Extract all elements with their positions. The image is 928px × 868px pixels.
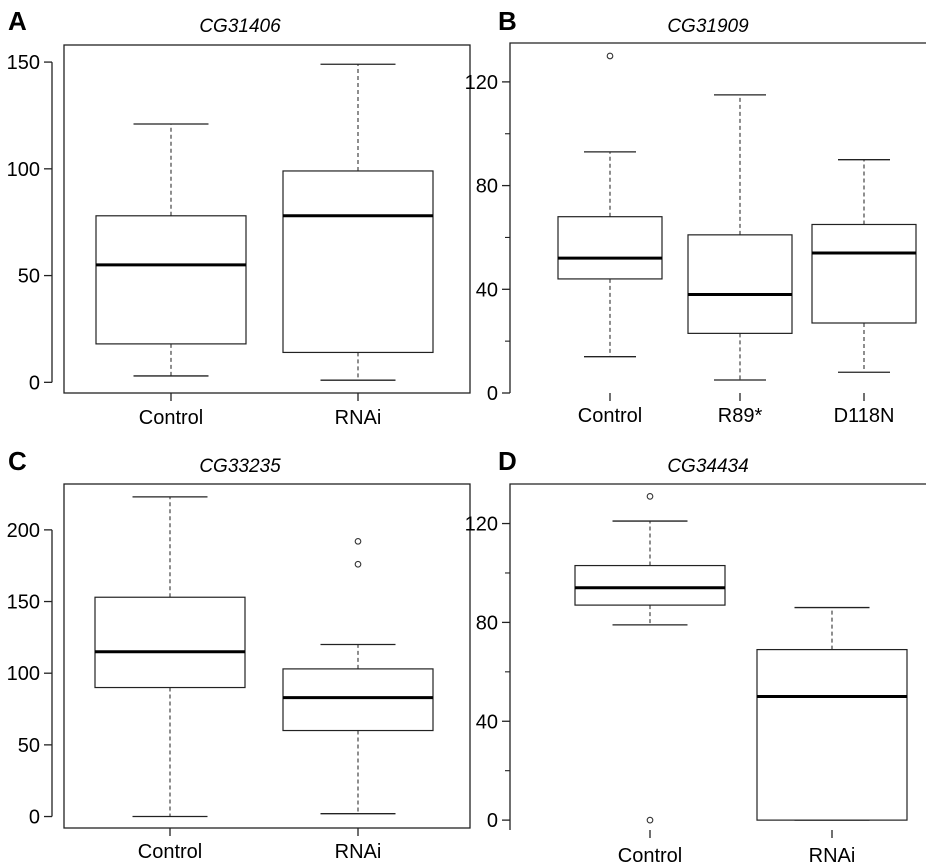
x-category-label: D118N xyxy=(834,405,895,427)
outlier-point xyxy=(354,560,362,568)
iqr-box xyxy=(756,648,908,821)
y-tick-label: 150 xyxy=(7,52,40,74)
x-category-label: RNAi xyxy=(335,407,382,429)
x-category-label: Control xyxy=(139,407,203,429)
x-category-label: RNAi xyxy=(335,841,382,863)
panel-letter: C xyxy=(8,446,27,476)
x-category-label: Control xyxy=(138,841,202,863)
box-control xyxy=(557,52,663,358)
plot-frame xyxy=(509,483,926,830)
plot-frame xyxy=(63,483,471,829)
chart-panel-c: C CG33235 0 50 100 150 200 Control RNAi xyxy=(7,446,471,863)
outlier-point xyxy=(606,52,614,60)
box-d118n xyxy=(811,159,917,373)
panel-title: CG31909 xyxy=(667,16,749,37)
y-tick-label: 120 xyxy=(465,72,498,94)
y-tick-label: 0 xyxy=(487,383,498,405)
y-tick-label: 40 xyxy=(476,711,498,733)
panel-letter: D xyxy=(498,446,517,476)
y-tick-label: 120 xyxy=(465,514,498,536)
iqr-box xyxy=(557,216,663,280)
y-tick-label: 100 xyxy=(7,663,40,685)
panel-title: CG31406 xyxy=(199,16,281,37)
y-tick-label: 80 xyxy=(476,176,498,198)
y-tick-label: 200 xyxy=(7,520,40,542)
box-rnai xyxy=(756,606,908,821)
y-tick-label: 0 xyxy=(487,810,498,832)
outlier-point xyxy=(646,493,654,500)
plot-frame xyxy=(63,44,471,394)
y-tick-label: 80 xyxy=(476,612,498,634)
box-control xyxy=(95,123,247,377)
box-control xyxy=(94,496,246,818)
panel-letter: A xyxy=(8,6,27,36)
panel-letter: B xyxy=(498,6,517,36)
plot-frame xyxy=(509,42,926,393)
iqr-box xyxy=(811,223,917,324)
chart-panel-a: A CG31406 0 50 100 150 Control RNAi xyxy=(7,6,471,429)
iqr-box xyxy=(574,564,726,606)
panel-title: CG33235 xyxy=(199,456,281,477)
x-category-label: Control xyxy=(578,405,642,427)
chart-panel-d: D CG34434 0 40 80 120 Control RNAi xyxy=(465,446,926,867)
iqr-box xyxy=(282,170,434,354)
iqr-box xyxy=(282,668,434,732)
chart-panel-b: B CG31909 0 40 80 120 Control R89* D118N xyxy=(465,6,926,427)
box-control xyxy=(574,493,726,824)
x-category-label: Control xyxy=(618,845,682,867)
panel-title: CG34434 xyxy=(667,456,748,477)
y-tick-label: 0 xyxy=(29,807,40,829)
x-category-label: R89* xyxy=(718,405,763,427)
y-tick-label: 0 xyxy=(29,372,40,394)
outlier-point xyxy=(646,816,654,824)
box-rnai xyxy=(282,537,434,815)
box-r89- xyxy=(687,94,793,381)
y-tick-label: 150 xyxy=(7,592,40,614)
y-tick-label: 50 xyxy=(18,266,40,288)
y-tick-label: 100 xyxy=(7,159,40,181)
outlier-point xyxy=(354,537,362,545)
y-tick-label: 40 xyxy=(476,279,498,301)
box-rnai xyxy=(282,63,434,381)
x-category-label: RNAi xyxy=(809,845,856,867)
iqr-box xyxy=(687,234,793,334)
y-tick-label: 50 xyxy=(18,735,40,757)
iqr-box xyxy=(94,596,246,689)
iqr-box xyxy=(95,215,247,345)
